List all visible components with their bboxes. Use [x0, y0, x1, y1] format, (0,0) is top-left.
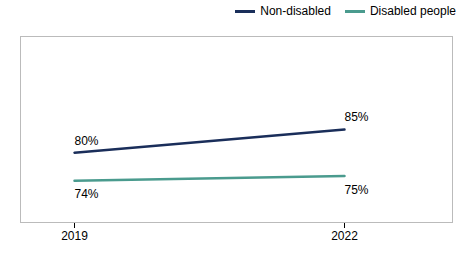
svg-text:2019: 2019 [61, 229, 88, 243]
html-text:Disabled people: Disabled people [369, 4, 456, 18]
html-text:Non-disabled: Non-disabled [260, 4, 331, 18]
svg-text:80%: 80% [75, 134, 99, 148]
svg-text:2022: 2022 [331, 229, 358, 243]
svg-text:74%: 74% [75, 187, 99, 201]
svg-text:75%: 75% [345, 183, 369, 197]
svg-text:85%: 85% [345, 110, 369, 124]
